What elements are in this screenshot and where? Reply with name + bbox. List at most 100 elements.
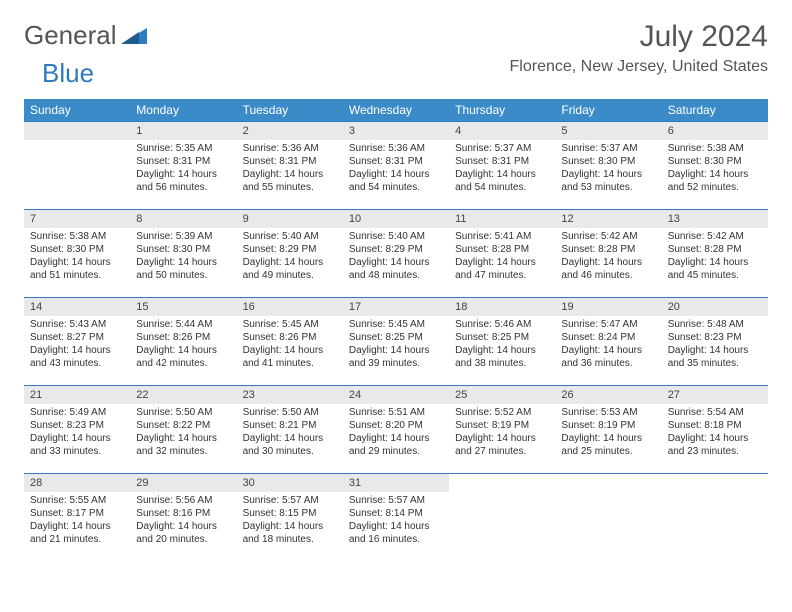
- weekday-header: Saturday: [662, 99, 768, 121]
- title-block: July 2024 Florence, New Jersey, United S…: [510, 20, 768, 76]
- day-content: Sunrise: 5:56 AMSunset: 8:16 PMDaylight:…: [130, 492, 236, 550]
- calendar-week-row: 14Sunrise: 5:43 AMSunset: 8:27 PMDayligh…: [24, 297, 768, 385]
- calendar-day-cell: 14Sunrise: 5:43 AMSunset: 8:27 PMDayligh…: [24, 297, 130, 385]
- day-content: Sunrise: 5:57 AMSunset: 8:14 PMDaylight:…: [343, 492, 449, 550]
- sunrise-text: Sunrise: 5:50 AM: [136, 406, 230, 419]
- sunset-text: Sunset: 8:28 PM: [668, 243, 762, 256]
- daylight-text: Daylight: 14 hours and 42 minutes.: [136, 344, 230, 370]
- day-content: Sunrise: 5:45 AMSunset: 8:25 PMDaylight:…: [343, 316, 449, 374]
- daylight-text: Daylight: 14 hours and 16 minutes.: [349, 520, 443, 546]
- day-content: Sunrise: 5:37 AMSunset: 8:30 PMDaylight:…: [555, 140, 661, 198]
- sunrise-text: Sunrise: 5:45 AM: [349, 318, 443, 331]
- calendar-day-cell: 27Sunrise: 5:54 AMSunset: 8:18 PMDayligh…: [662, 385, 768, 473]
- sunset-text: Sunset: 8:21 PM: [243, 419, 337, 432]
- sunrise-text: Sunrise: 5:57 AM: [349, 494, 443, 507]
- sunset-text: Sunset: 8:23 PM: [30, 419, 124, 432]
- day-number: 4: [449, 121, 555, 140]
- day-content: Sunrise: 5:35 AMSunset: 8:31 PMDaylight:…: [130, 140, 236, 198]
- sunset-text: Sunset: 8:30 PM: [30, 243, 124, 256]
- daylight-text: Daylight: 14 hours and 23 minutes.: [668, 432, 762, 458]
- daylight-text: Daylight: 14 hours and 52 minutes.: [668, 168, 762, 194]
- weekday-header: Sunday: [24, 99, 130, 121]
- day-number: 3: [343, 121, 449, 140]
- sunset-text: Sunset: 8:27 PM: [30, 331, 124, 344]
- calendar-day-cell: 28Sunrise: 5:55 AMSunset: 8:17 PMDayligh…: [24, 473, 130, 561]
- sunrise-text: Sunrise: 5:39 AM: [136, 230, 230, 243]
- calendar-week-row: 7Sunrise: 5:38 AMSunset: 8:30 PMDaylight…: [24, 209, 768, 297]
- sunset-text: Sunset: 8:19 PM: [455, 419, 549, 432]
- day-content: Sunrise: 5:47 AMSunset: 8:24 PMDaylight:…: [555, 316, 661, 374]
- sunrise-text: Sunrise: 5:51 AM: [349, 406, 443, 419]
- sunset-text: Sunset: 8:31 PM: [136, 155, 230, 168]
- sunrise-text: Sunrise: 5:37 AM: [561, 142, 655, 155]
- day-content: Sunrise: 5:54 AMSunset: 8:18 PMDaylight:…: [662, 404, 768, 462]
- logo-mark-icon: [121, 22, 147, 49]
- day-content: Sunrise: 5:44 AMSunset: 8:26 PMDaylight:…: [130, 316, 236, 374]
- daylight-text: Daylight: 14 hours and 54 minutes.: [455, 168, 549, 194]
- calendar-day-cell: 25Sunrise: 5:52 AMSunset: 8:19 PMDayligh…: [449, 385, 555, 473]
- sunrise-text: Sunrise: 5:36 AM: [349, 142, 443, 155]
- sunset-text: Sunset: 8:15 PM: [243, 507, 337, 520]
- day-number: 8: [130, 209, 236, 228]
- calendar-day-cell: 29Sunrise: 5:56 AMSunset: 8:16 PMDayligh…: [130, 473, 236, 561]
- sunrise-text: Sunrise: 5:50 AM: [243, 406, 337, 419]
- calendar-day-cell: 3Sunrise: 5:36 AMSunset: 8:31 PMDaylight…: [343, 121, 449, 209]
- sunset-text: Sunset: 8:20 PM: [349, 419, 443, 432]
- calendar-day-cell: [24, 121, 130, 209]
- day-number: 30: [237, 473, 343, 492]
- day-content: Sunrise: 5:42 AMSunset: 8:28 PMDaylight:…: [662, 228, 768, 286]
- day-number: 21: [24, 385, 130, 404]
- sunrise-text: Sunrise: 5:49 AM: [30, 406, 124, 419]
- calendar-day-cell: 26Sunrise: 5:53 AMSunset: 8:19 PMDayligh…: [555, 385, 661, 473]
- daylight-text: Daylight: 14 hours and 47 minutes.: [455, 256, 549, 282]
- day-number: 18: [449, 297, 555, 316]
- sunset-text: Sunset: 8:26 PM: [243, 331, 337, 344]
- day-content: Sunrise: 5:39 AMSunset: 8:30 PMDaylight:…: [130, 228, 236, 286]
- day-content: Sunrise: 5:40 AMSunset: 8:29 PMDaylight:…: [343, 228, 449, 286]
- day-number: 1: [130, 121, 236, 140]
- day-number: 5: [555, 121, 661, 140]
- weekday-header: Wednesday: [343, 99, 449, 121]
- day-number: 20: [662, 297, 768, 316]
- daylight-text: Daylight: 14 hours and 48 minutes.: [349, 256, 443, 282]
- sunset-text: Sunset: 8:24 PM: [561, 331, 655, 344]
- weekday-header-row: Sunday Monday Tuesday Wednesday Thursday…: [24, 99, 768, 121]
- day-content: Sunrise: 5:40 AMSunset: 8:29 PMDaylight:…: [237, 228, 343, 286]
- sunset-text: Sunset: 8:29 PM: [243, 243, 337, 256]
- day-number: 15: [130, 297, 236, 316]
- sunrise-text: Sunrise: 5:42 AM: [668, 230, 762, 243]
- day-content: Sunrise: 5:42 AMSunset: 8:28 PMDaylight:…: [555, 228, 661, 286]
- calendar-day-cell: 15Sunrise: 5:44 AMSunset: 8:26 PMDayligh…: [130, 297, 236, 385]
- daylight-text: Daylight: 14 hours and 53 minutes.: [561, 168, 655, 194]
- sunset-text: Sunset: 8:14 PM: [349, 507, 443, 520]
- sunset-text: Sunset: 8:30 PM: [136, 243, 230, 256]
- calendar-day-cell: [555, 473, 661, 561]
- calendar-day-cell: 13Sunrise: 5:42 AMSunset: 8:28 PMDayligh…: [662, 209, 768, 297]
- weekday-header: Thursday: [449, 99, 555, 121]
- day-number: 16: [237, 297, 343, 316]
- day-content: Sunrise: 5:45 AMSunset: 8:26 PMDaylight:…: [237, 316, 343, 374]
- daylight-text: Daylight: 14 hours and 36 minutes.: [561, 344, 655, 370]
- logo-text-1: General: [24, 20, 117, 51]
- calendar-day-cell: 8Sunrise: 5:39 AMSunset: 8:30 PMDaylight…: [130, 209, 236, 297]
- calendar-day-cell: 2Sunrise: 5:36 AMSunset: 8:31 PMDaylight…: [237, 121, 343, 209]
- day-content: Sunrise: 5:43 AMSunset: 8:27 PMDaylight:…: [24, 316, 130, 374]
- sunrise-text: Sunrise: 5:47 AM: [561, 318, 655, 331]
- calendar-day-cell: 5Sunrise: 5:37 AMSunset: 8:30 PMDaylight…: [555, 121, 661, 209]
- calendar-day-cell: [662, 473, 768, 561]
- day-number: 27: [662, 385, 768, 404]
- day-number: 31: [343, 473, 449, 492]
- daylight-text: Daylight: 14 hours and 49 minutes.: [243, 256, 337, 282]
- daylight-text: Daylight: 14 hours and 33 minutes.: [30, 432, 124, 458]
- sunrise-text: Sunrise: 5:44 AM: [136, 318, 230, 331]
- day-number: 2: [237, 121, 343, 140]
- sunset-text: Sunset: 8:25 PM: [455, 331, 549, 344]
- day-number: 10: [343, 209, 449, 228]
- month-title: July 2024: [510, 20, 768, 54]
- calendar-day-cell: 6Sunrise: 5:38 AMSunset: 8:30 PMDaylight…: [662, 121, 768, 209]
- sunrise-text: Sunrise: 5:35 AM: [136, 142, 230, 155]
- sunrise-text: Sunrise: 5:43 AM: [30, 318, 124, 331]
- sunset-text: Sunset: 8:17 PM: [30, 507, 124, 520]
- daylight-text: Daylight: 14 hours and 35 minutes.: [668, 344, 762, 370]
- day-content: Sunrise: 5:36 AMSunset: 8:31 PMDaylight:…: [237, 140, 343, 198]
